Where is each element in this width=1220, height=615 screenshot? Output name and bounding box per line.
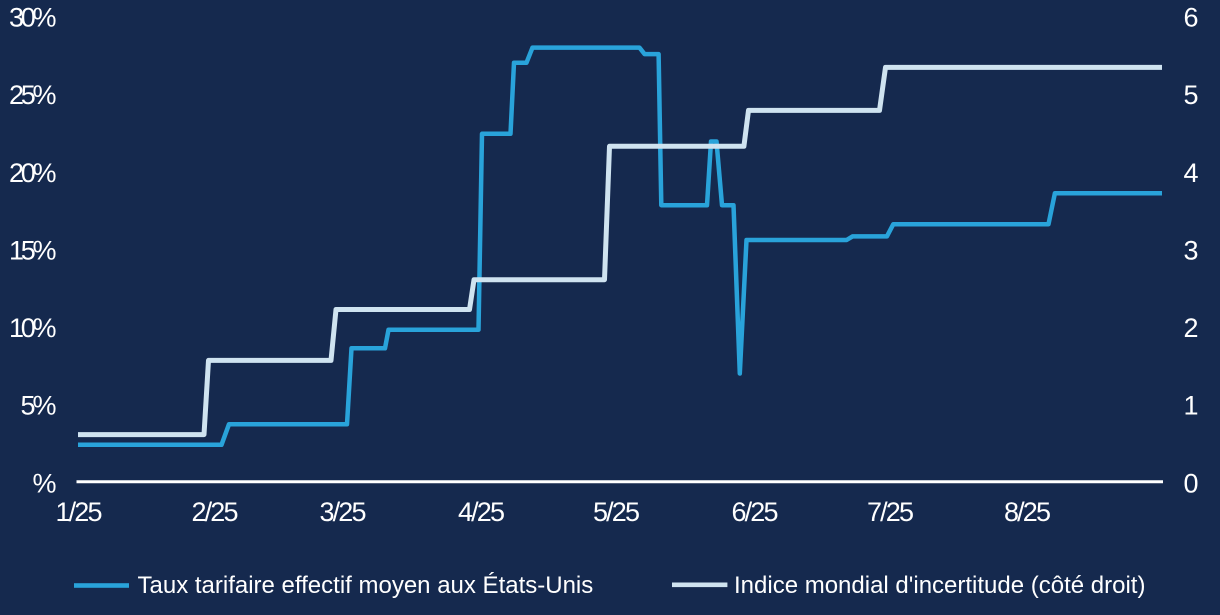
- svg-text:Taux tarifaire effectif moyen: Taux tarifaire effectif moyen aux États-…: [138, 572, 594, 599]
- svg-text:2/25: 2/25: [192, 497, 239, 527]
- svg-text:5/25: 5/25: [593, 497, 640, 527]
- svg-text:1: 1: [1184, 391, 1199, 421]
- svg-text:4: 4: [1184, 158, 1199, 188]
- svg-text:30%: 30%: [9, 3, 57, 33]
- svg-text:8/25: 8/25: [1004, 497, 1051, 527]
- svg-text:6/25: 6/25: [732, 497, 779, 527]
- svg-text:10%: 10%: [9, 313, 57, 343]
- svg-text:1/25: 1/25: [56, 497, 103, 527]
- svg-text:20%: 20%: [9, 158, 57, 188]
- svg-text:2: 2: [1184, 313, 1199, 343]
- svg-text:5%: 5%: [21, 391, 57, 421]
- svg-text:3/25: 3/25: [320, 497, 367, 527]
- svg-text:25%: 25%: [9, 80, 57, 110]
- svg-text:5: 5: [1184, 80, 1199, 110]
- svg-text:0: 0: [1184, 469, 1199, 499]
- svg-text:7/25: 7/25: [867, 497, 914, 527]
- svg-text:4/25: 4/25: [458, 497, 505, 527]
- svg-text:Indice mondial d'incertitude (: Indice mondial d'incertitude (côté droit…: [734, 572, 1145, 599]
- svg-text:3: 3: [1184, 235, 1199, 265]
- svg-text:6: 6: [1184, 3, 1199, 33]
- svg-text:%: %: [32, 469, 56, 499]
- svg-text:15%: 15%: [9, 235, 57, 265]
